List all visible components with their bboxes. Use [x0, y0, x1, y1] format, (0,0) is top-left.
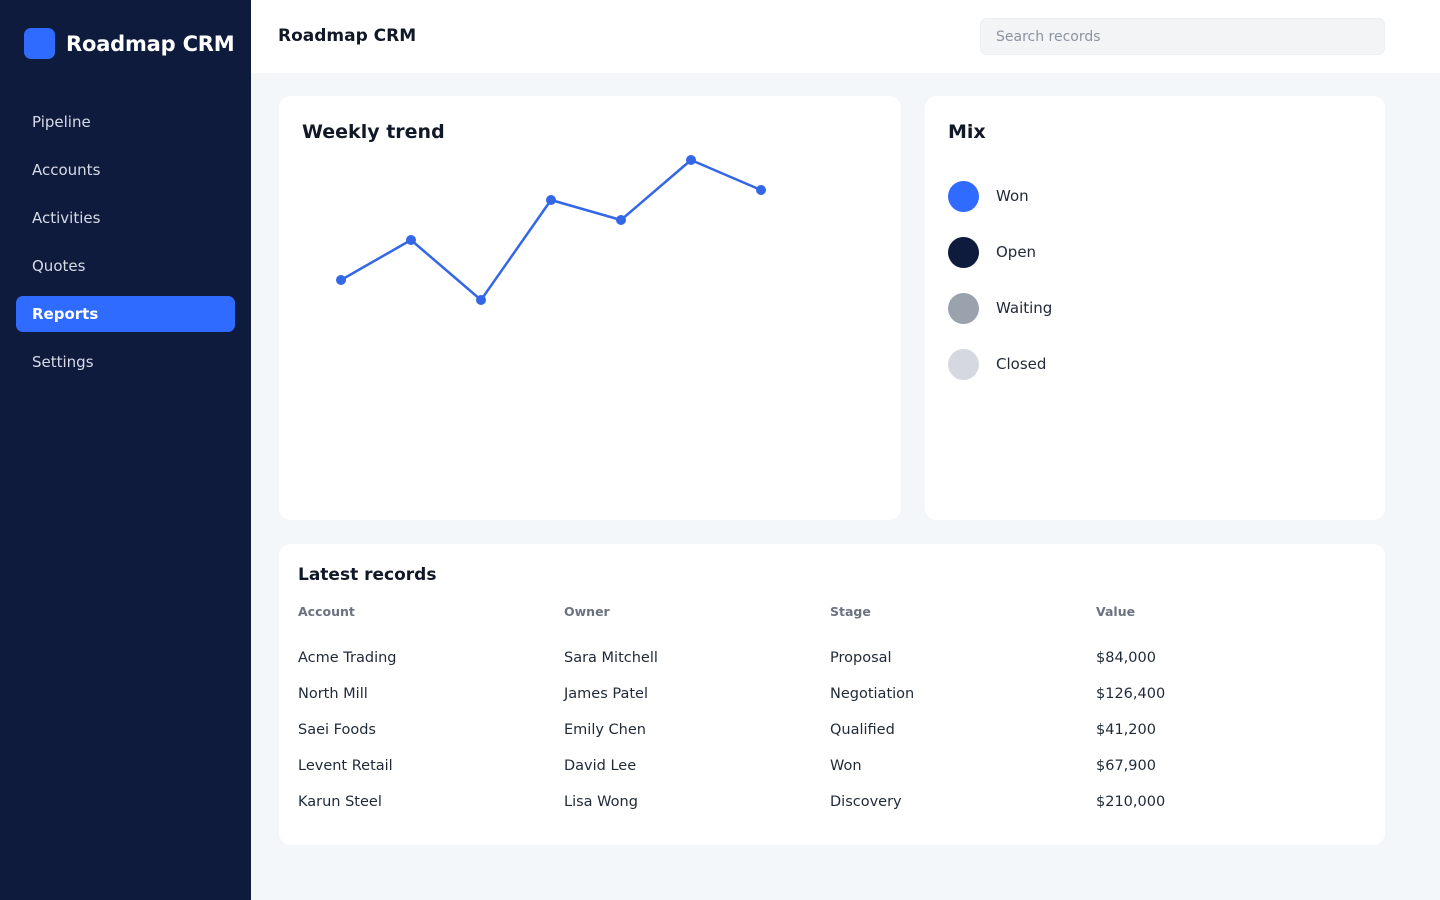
weekly-trend-card: Weekly trend: [279, 96, 901, 520]
sidebar-nav: Pipeline Accounts Activities Quotes Repo…: [16, 104, 235, 392]
sidebar-item-pipeline[interactable]: Pipeline: [32, 113, 91, 131]
cell-owner: James Patel: [564, 686, 648, 702]
sidebar-item-reports[interactable]: Reports: [16, 296, 235, 332]
legend-label-closed: Closed: [996, 355, 1047, 373]
table-row[interactable]: Karun Steel Lisa Wong Discovery $210,000: [298, 784, 1362, 820]
column-header-owner[interactable]: Owner: [564, 604, 610, 619]
sidebar-item-quotes[interactable]: Quotes: [32, 257, 86, 275]
brand-name: Roadmap CRM: [66, 31, 235, 56]
legend-dot-waiting: [948, 292, 979, 324]
cell-value: $126,400: [1096, 686, 1166, 702]
legend-label-won: Won: [996, 187, 1029, 205]
mix-title: Mix: [948, 121, 986, 143]
search-input[interactable]: [980, 18, 1385, 55]
trend-point-2[interactable]: [406, 235, 416, 245]
cell-value: $41,200: [1096, 722, 1156, 738]
trend-point-3[interactable]: [476, 295, 486, 305]
cell-owner: David Lee: [564, 758, 637, 774]
table-row[interactable]: Acme Trading Sara Mitchell Proposal $84,…: [298, 640, 1362, 676]
trend-point-1[interactable]: [336, 275, 346, 285]
legend-item-waiting: Waiting: [948, 292, 1052, 324]
logo-icon: [24, 28, 55, 59]
trend-point-5[interactable]: [616, 215, 626, 225]
cell-owner: Sara Mitchell: [564, 650, 658, 666]
mix-card: Mix Won Open Waiting Closed: [925, 96, 1385, 520]
cell-stage: Negotiation: [830, 686, 915, 702]
top-bar: Roadmap CRM: [251, 0, 1440, 73]
table-body: Acme Trading Sara Mitchell Proposal $84,…: [298, 640, 1362, 820]
trend-point-4[interactable]: [546, 195, 556, 205]
legend-dot-closed: [948, 348, 979, 380]
cell-value: $84,000: [1096, 650, 1156, 666]
trend-point-7[interactable]: [756, 185, 766, 195]
weekly-trend-title: Weekly trend: [302, 121, 445, 143]
legend-label-open: Open: [996, 243, 1037, 261]
legend-item-won: Won: [948, 180, 1052, 212]
trend-series-line: [340, 158, 762, 302]
column-header-stage[interactable]: Stage: [830, 604, 871, 619]
latest-records-title: Latest records: [298, 565, 437, 585]
trend-point-6[interactable]: [686, 155, 696, 165]
weekly-trend-chart: [336, 155, 766, 305]
mix-legend: Won Open Waiting Closed: [948, 180, 1052, 404]
brand[interactable]: Roadmap CRM: [24, 28, 235, 59]
cell-account: North Mill: [298, 686, 368, 702]
cell-owner: Emily Chen: [564, 722, 646, 738]
table-header: Account Owner Stage Value: [298, 604, 1362, 622]
table-row[interactable]: Saei Foods Emily Chen Qualified $41,200: [298, 712, 1362, 748]
cell-account: Levent Retail: [298, 758, 393, 774]
legend-label-waiting: Waiting: [996, 299, 1053, 317]
cell-owner: Lisa Wong: [564, 794, 638, 810]
sidebar-item-accounts[interactable]: Accounts: [32, 161, 101, 179]
legend-dot-open: [948, 236, 979, 268]
legend-dot-won: [948, 180, 979, 212]
legend-item-closed: Closed: [948, 348, 1052, 380]
column-header-account[interactable]: Account: [298, 604, 355, 619]
table-row[interactable]: North Mill James Patel Negotiation $126,…: [298, 676, 1362, 712]
cell-value: $210,000: [1096, 794, 1166, 810]
cell-stage: Qualified: [830, 722, 895, 738]
sidebar: Roadmap CRM Pipeline Accounts Activities…: [0, 0, 251, 900]
cell-stage: Won: [830, 758, 862, 774]
column-header-value[interactable]: Value: [1096, 604, 1136, 619]
cell-value: $67,900: [1096, 758, 1156, 774]
legend-item-open: Open: [948, 236, 1052, 268]
cell-stage: Proposal: [830, 650, 892, 666]
latest-records-card: Latest records Account Owner Stage Value…: [279, 544, 1385, 845]
cell-account: Saei Foods: [298, 722, 376, 738]
page-title: Roadmap CRM: [278, 26, 417, 46]
cell-account: Karun Steel: [298, 794, 382, 810]
sidebar-item-settings[interactable]: Settings: [32, 353, 94, 371]
cell-stage: Discovery: [830, 794, 902, 810]
sidebar-item-activities[interactable]: Activities: [32, 209, 101, 227]
table-row[interactable]: Levent Retail David Lee Won $67,900: [298, 748, 1362, 784]
records-table: Account Owner Stage Value Acme Trading S…: [298, 604, 1362, 820]
cell-account: Acme Trading: [298, 650, 397, 666]
